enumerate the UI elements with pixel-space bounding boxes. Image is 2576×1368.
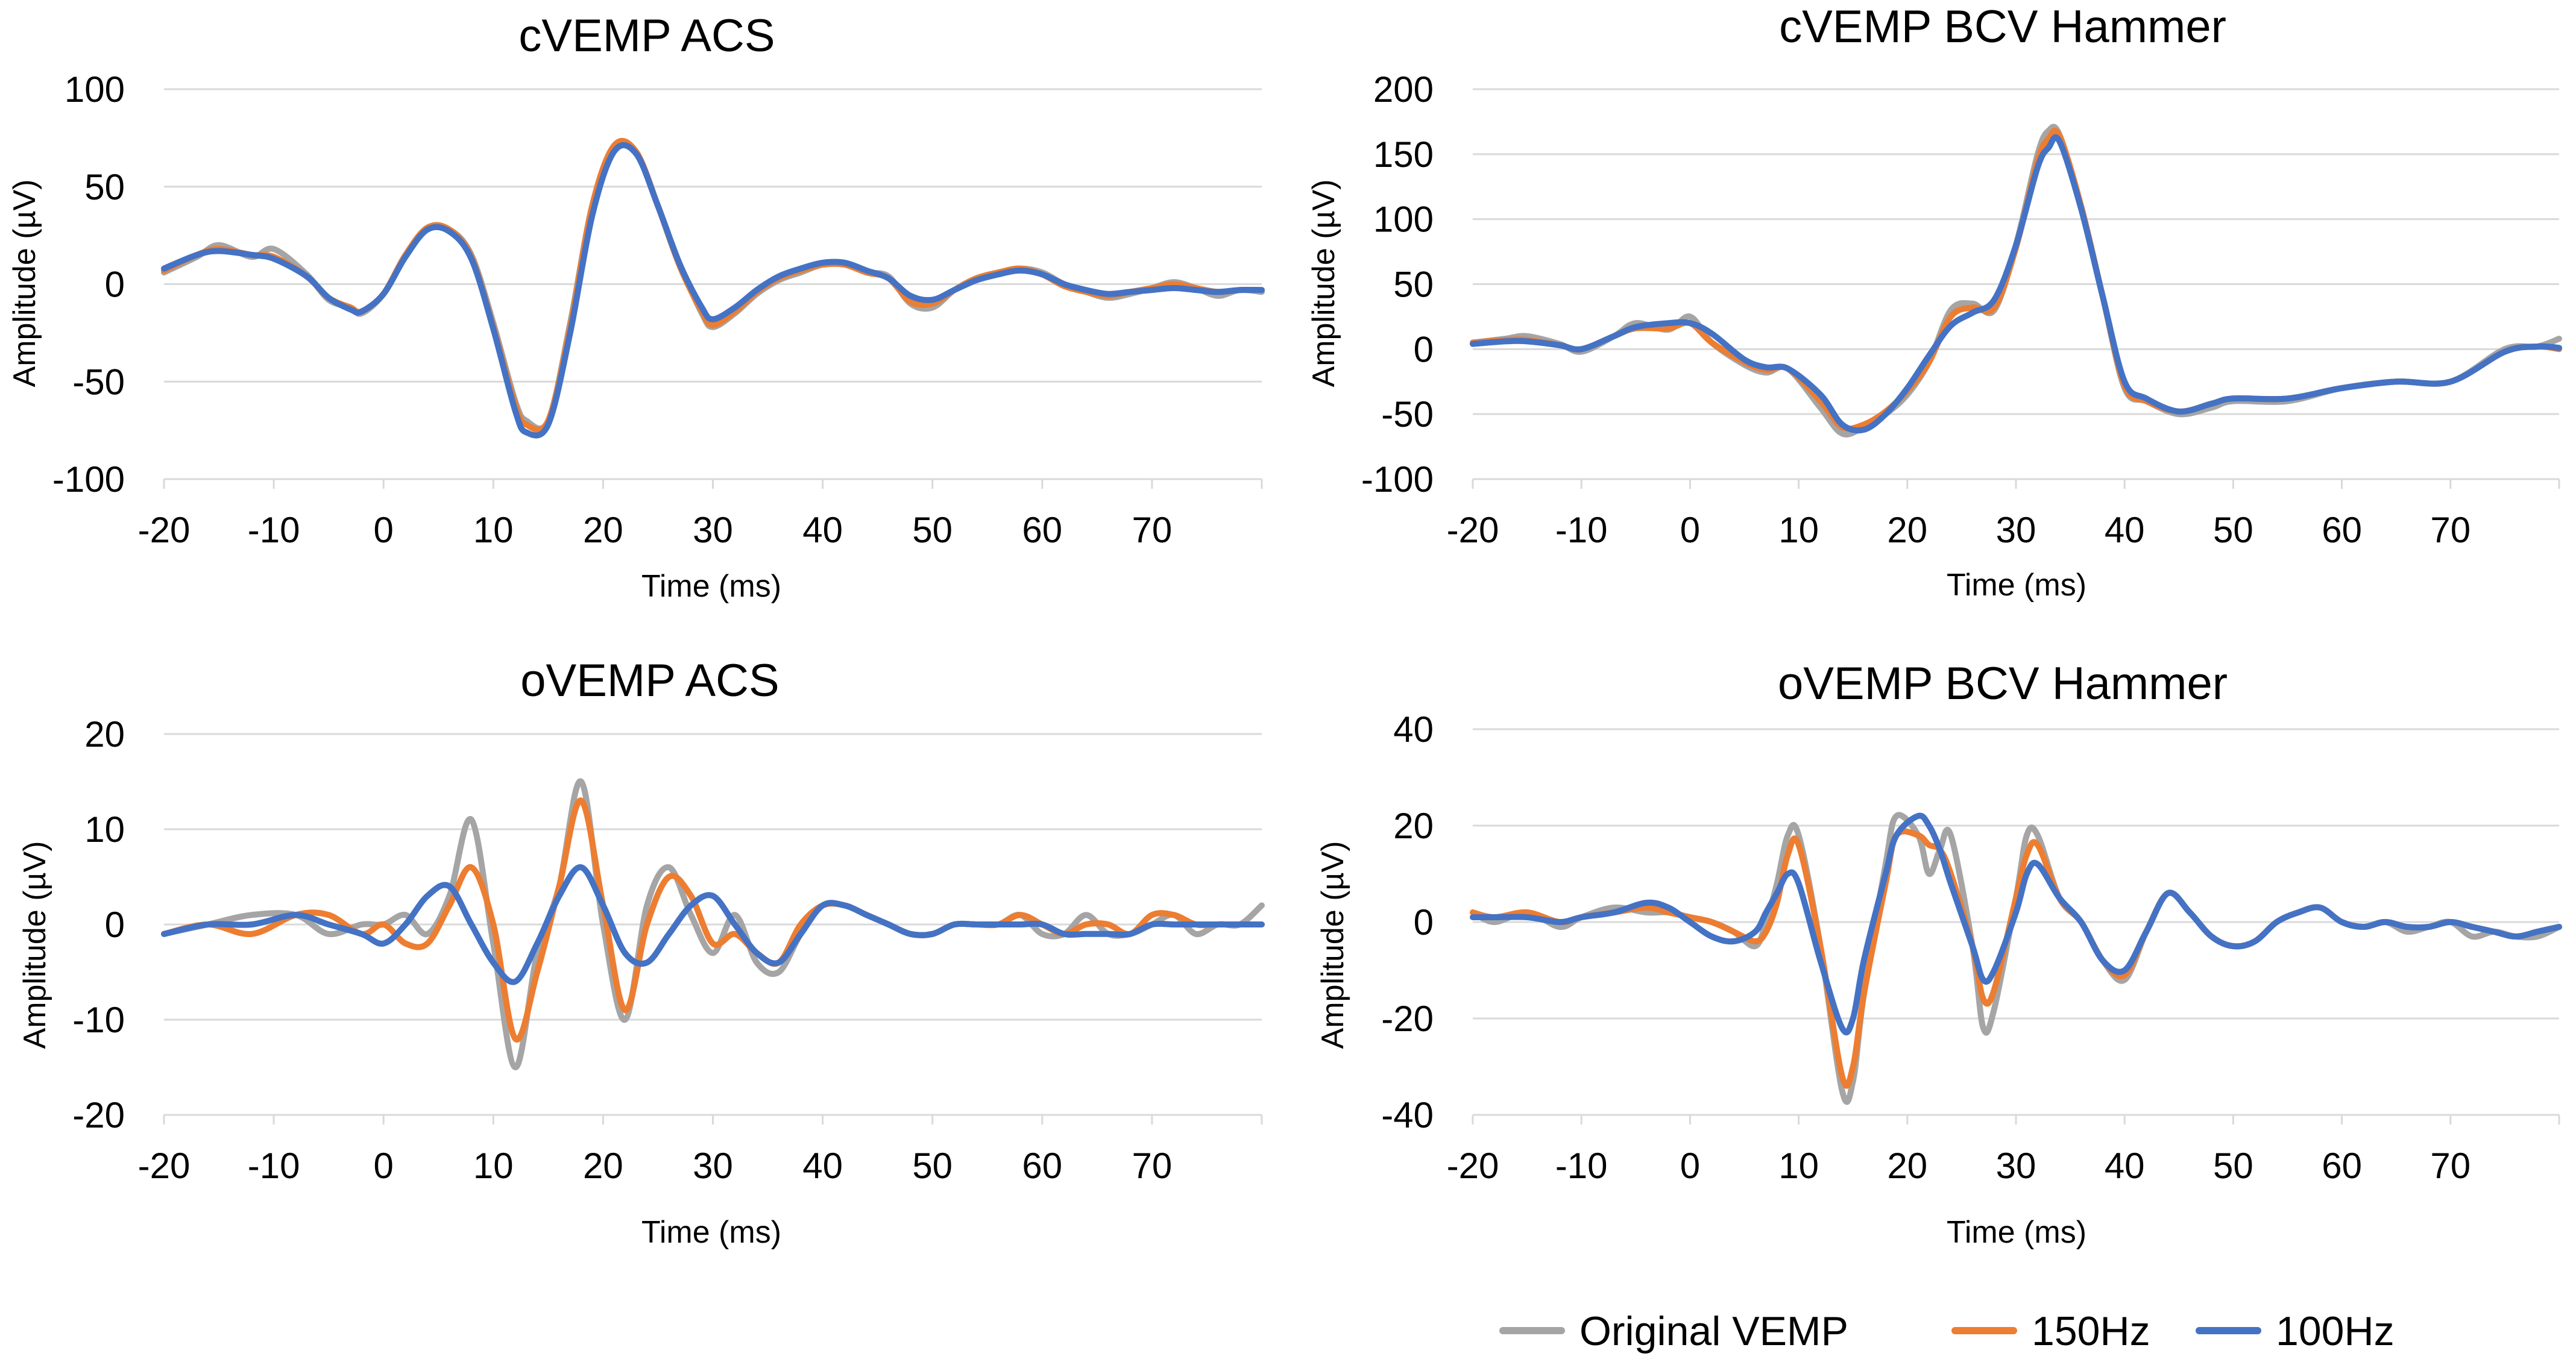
y-tick-label: -100: [1361, 459, 1434, 500]
chart-ovemp-bcv-hammer: oVEMP BCV Hammer Time (ms) Amplitude (µV…: [1315, 658, 2562, 1250]
y-tick-label: 0: [1414, 329, 1434, 369]
y-tick-label: 0: [1414, 902, 1434, 943]
legend-label-original-vemp: Original VEMP: [1579, 1308, 1848, 1354]
series-line-150hz: [1470, 828, 2562, 1089]
y-tick-label: -50: [1381, 394, 1434, 435]
x-axis-label: Time (ms): [641, 569, 781, 604]
x-axis-label: Time (ms): [1947, 568, 2086, 603]
x-tick-label: 20: [1887, 1146, 1927, 1186]
x-tick-label: 0: [374, 1146, 394, 1186]
x-tick-label: 20: [583, 1146, 623, 1186]
x-tick-label: 20: [583, 510, 623, 550]
y-tick-label: -40: [1381, 1095, 1434, 1135]
chart-title: oVEMP ACS: [520, 655, 779, 706]
y-tick-label: -100: [52, 459, 125, 500]
x-tick-label: 10: [1778, 1146, 1819, 1186]
chart-title: cVEMP BCV Hammer: [1779, 1, 2226, 52]
x-tick-label: 40: [802, 510, 843, 550]
series-line-100hz: [1470, 812, 2562, 1035]
series-line-150hz: [161, 137, 1265, 433]
y-tick-label: -20: [72, 1095, 125, 1135]
series-line-original-vemp: [1470, 124, 2562, 438]
series-line-150hz: [161, 797, 1265, 1043]
series-line-100hz: [161, 864, 1265, 985]
x-tick-label: -10: [248, 1146, 300, 1186]
x-axis-label: Time (ms): [1947, 1215, 2086, 1250]
x-tick-label: 50: [912, 1146, 953, 1186]
x-tick-label: 60: [2322, 1146, 2362, 1186]
y-tick-label: 50: [1393, 265, 1434, 305]
x-tick-label: 40: [802, 1146, 843, 1186]
x-tick-label: -20: [138, 510, 191, 550]
y-tick-label: -50: [72, 362, 125, 402]
x-tick-label: 70: [1132, 510, 1173, 550]
x-tick-label: 70: [1132, 1146, 1173, 1186]
chart-title: cVEMP ACS: [518, 10, 775, 61]
x-tick-label: 20: [1887, 510, 1927, 550]
x-tick-label: -10: [248, 510, 300, 550]
x-tick-label: 0: [1680, 510, 1700, 550]
series-line-original-vemp: [1470, 812, 2562, 1105]
x-tick-label: 10: [473, 510, 514, 550]
y-tick-label: 20: [84, 714, 125, 755]
x-tick-label: 50: [2213, 510, 2253, 550]
y-tick-label: 10: [84, 809, 125, 850]
chart-cvemp-acs: cVEMP ACS Time (ms) Amplitude (µV) -100-…: [7, 10, 1265, 604]
x-tick-label: 10: [1778, 510, 1819, 550]
x-tick-label: -20: [1447, 1146, 1499, 1186]
x-tick-label: -10: [1555, 510, 1608, 550]
x-tick-label: 40: [2105, 1146, 2145, 1186]
x-tick-label: 40: [2105, 510, 2145, 550]
y-tick-label: 0: [105, 905, 125, 945]
y-tick-label: 50: [84, 167, 125, 207]
x-tick-label: 30: [1996, 510, 2036, 550]
x-tick-label: -10: [1555, 1146, 1608, 1186]
x-tick-label: 60: [1022, 1146, 1062, 1186]
x-tick-label: 50: [912, 510, 953, 550]
y-tick-label: -20: [1381, 999, 1434, 1039]
series-line-100hz: [161, 142, 1265, 439]
y-tick-label: 20: [1393, 806, 1434, 846]
y-tick-label: 40: [1393, 709, 1434, 750]
y-axis-label: Amplitude (µV): [1306, 180, 1341, 387]
x-tick-label: 0: [1680, 1146, 1700, 1186]
series-line-100hz: [1470, 134, 2562, 434]
x-tick-label: -20: [138, 1146, 191, 1186]
legend-label-100hz: 100Hz: [2276, 1308, 2395, 1354]
y-tick-label: -10: [72, 1000, 125, 1040]
series-line-original-vemp: [161, 139, 1265, 432]
y-axis-label: Amplitude (µV): [17, 841, 52, 1049]
y-axis-label: Amplitude (µV): [1315, 841, 1350, 1049]
x-tick-label: 30: [1996, 1146, 2036, 1186]
x-tick-label: 0: [374, 510, 394, 550]
y-tick-label: 200: [1373, 69, 1434, 110]
x-tick-label: -20: [1447, 510, 1499, 550]
x-tick-label: 10: [473, 1146, 514, 1186]
x-tick-label: 30: [693, 510, 733, 550]
y-tick-label: 100: [65, 69, 125, 110]
x-tick-label: 60: [1022, 510, 1062, 550]
legend-label-150hz: 150Hz: [2032, 1308, 2150, 1354]
y-tick-label: 0: [105, 265, 125, 305]
x-tick-label: 60: [2322, 510, 2362, 550]
y-tick-label: 150: [1373, 134, 1434, 175]
y-axis-label: Amplitude (µV): [7, 180, 42, 387]
x-tick-label: 30: [693, 1146, 733, 1186]
chart-title: oVEMP BCV Hammer: [1778, 658, 2228, 709]
x-tick-label: 50: [2213, 1146, 2253, 1186]
y-tick-label: 100: [1373, 199, 1434, 240]
chart-cvemp-bcv-hammer: cVEMP BCV Hammer Time (ms) Amplitude (µV…: [1306, 1, 2562, 603]
chart-ovemp-acs: oVEMP ACS Time (ms) Amplitude (µV) -20 -1…: [17, 655, 1265, 1250]
x-axis-label: Time (ms): [641, 1215, 781, 1250]
x-tick-label: 70: [2430, 510, 2471, 550]
legend: Original VEMP 150Hz 100Hz: [1499, 1308, 2395, 1354]
x-tick-label: 70: [2430, 1146, 2471, 1186]
